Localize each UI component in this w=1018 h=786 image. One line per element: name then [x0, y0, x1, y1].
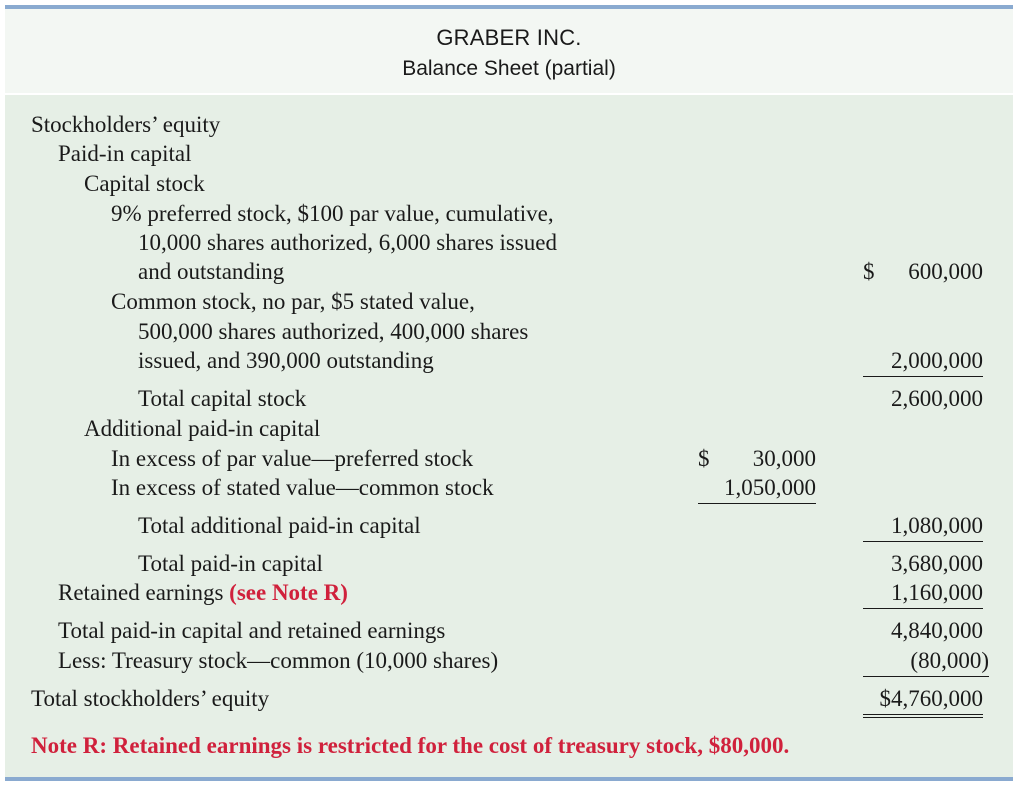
total-capital-stock-label: Total capital stock [138, 386, 307, 411]
preferred-line-2: 10,000 shares authorized, 6,000 shares i… [138, 230, 558, 255]
statement-body: Stockholders’ equity Paid-in capital Cap… [5, 95, 1013, 777]
bottom-rule [5, 777, 1013, 781]
capital-stock-label: Capital stock [84, 171, 205, 196]
total-additional-label: Total additional paid-in capital [138, 513, 421, 538]
header: GRABER INC. Balance Sheet (partial) [5, 9, 1013, 95]
retained-earnings-amount: 1,160,000 [863, 578, 983, 609]
common-line-3: issued, and 390,000 outstanding [138, 348, 434, 373]
top-rule [5, 5, 1013, 9]
total-equity-amount: $4,760,000 [863, 684, 983, 718]
retained-earnings-row: Retained earnings (see Note R) [58, 578, 348, 608]
total-paid-in-label: Total paid-in capital [138, 551, 323, 576]
common-line-1: Common stock, no par, $5 stated value, [111, 289, 475, 314]
total-equity-label: Total stockholders’ equity [31, 686, 270, 711]
total-capital-stock-amount: 2,600,000 [891, 386, 983, 411]
preferred-amount-value: 600,000 [908, 259, 983, 284]
excess-preferred-amount-value: 30,000 [752, 446, 816, 471]
preferred-amount: $ 600,000 [863, 257, 983, 287]
dollar-sign: $ [698, 446, 710, 471]
common-amount: 2,000,000 [863, 346, 983, 377]
paid-in-capital-label: Paid-in capital [58, 141, 192, 166]
preferred-line-3: and outstanding [138, 259, 285, 284]
company-name: GRABER INC. [436, 25, 582, 50]
balance-sheet-panel [5, 5, 1013, 781]
dollar-sign: $ [863, 259, 875, 284]
retained-earnings-label: Retained earnings [58, 580, 224, 605]
additional-paid-in-label: Additional paid-in capital [84, 416, 321, 441]
excess-common-label: In excess of stated value—common stock [111, 475, 494, 500]
total-additional-amount: 1,080,000 [863, 511, 983, 542]
excess-preferred-amount: $ 30,000 [698, 444, 816, 474]
excess-common-amount: 1,050,000 [698, 473, 816, 504]
excess-preferred-label: In excess of par value—preferred stock [111, 446, 474, 471]
total-pic-re-amount: 4,840,000 [891, 618, 983, 643]
total-pic-re-label: Total paid-in capital and retained earni… [58, 618, 446, 643]
note-r: Note R: Retained earnings is restricted … [31, 733, 790, 758]
note-r-reference: (see Note R) [229, 580, 348, 605]
statement-title: Balance Sheet (partial) [402, 57, 616, 80]
treasury-label: Less: Treasury stock—common (10,000 shar… [58, 648, 499, 673]
common-line-2: 500,000 shares authorized, 400,000 share… [138, 319, 529, 344]
preferred-line-1: 9% preferred stock, $100 par value, cumu… [111, 201, 554, 226]
section-label: Stockholders’ equity [31, 112, 221, 137]
total-paid-in-amount: 3,680,000 [891, 551, 983, 576]
treasury-amount: (80,000) [863, 646, 989, 677]
